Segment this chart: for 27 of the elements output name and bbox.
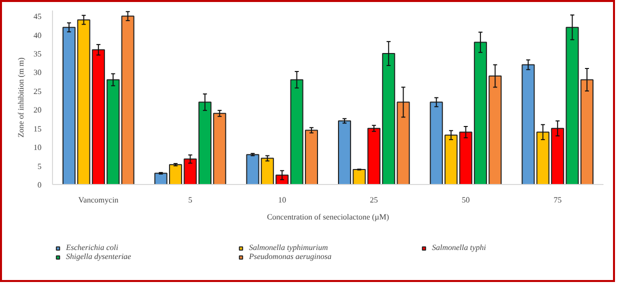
y-tick-label: 0 [38,180,42,190]
x-tick-label: Vancomycin [78,196,118,204]
legend-label: Escherichia coli [66,243,120,252]
y-tick-label: 5 [38,162,42,171]
x-tick-label: 5 [188,196,192,204]
y-axis-title: Zone of inhibition (m m) [16,57,26,138]
legend-label: Salmonella typhimurium [249,243,329,252]
bar [396,102,410,184]
y-tick-label: 25 [34,86,42,96]
y-tick-label: 35 [34,50,42,59]
x-axis-title: Concentration of seneciolactone (µM) [266,212,390,222]
legend-label: Salmonella typhi [432,243,487,252]
y-tick-label: 20 [34,106,42,115]
x-tick-label: 50 [462,196,470,204]
y-tick-label: 30 [34,68,42,78]
x-tick-label: 25 [370,196,378,204]
bar [246,154,260,184]
x-tick-label: 75 [554,196,562,204]
y-tick-label: 40 [34,30,42,40]
bar [522,64,535,184]
legend-label: Pseudomonas aeruginosa [249,252,332,261]
x-tick-label: 10 [278,196,286,204]
y-tick-label: 45 [34,12,42,22]
legend-label: Shigella dysenteriae [66,252,132,261]
bar [121,16,134,184]
y-tick-label: 10 [34,143,42,152]
y-tick-label: 15 [34,124,42,134]
